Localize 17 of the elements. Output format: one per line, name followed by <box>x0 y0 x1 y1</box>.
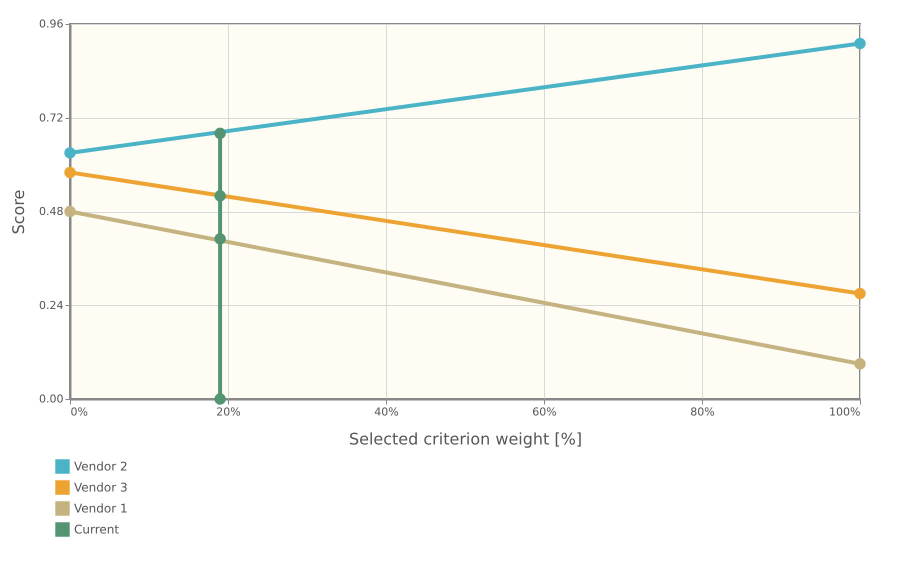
x-tick-label: 60% <box>532 406 557 418</box>
x-tick-label: 0% <box>70 406 88 418</box>
y-tick-label: 0.72 <box>39 111 64 124</box>
y-tick-label: 0.96 <box>39 18 64 30</box>
x-tick-label: 100% <box>829 406 860 418</box>
y-axis-title: Score <box>9 190 28 234</box>
legend-label: Vendor 2 <box>74 460 128 474</box>
x-tick-label: 40% <box>374 406 399 418</box>
legend-label: Current <box>74 522 120 536</box>
y-tick-label: 0.24 <box>39 298 64 312</box>
x-axis-title: Selected criterion weight [%] <box>348 430 582 448</box>
legend-label: Vendor 1 <box>74 502 128 516</box>
y-tick-label: 0.48 <box>39 205 64 218</box>
y-tick-label: 0.00 <box>39 392 64 406</box>
legend-label: Vendor 3 <box>74 480 128 494</box>
x-tick-label: 80% <box>690 406 715 418</box>
x-tick-label: 20% <box>216 406 241 418</box>
